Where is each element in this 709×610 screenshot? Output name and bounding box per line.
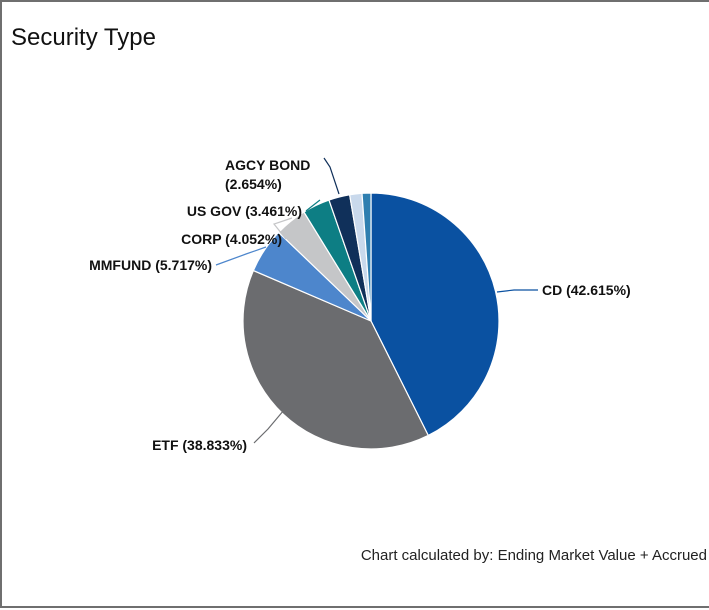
pie-leader-lines	[215, 157, 538, 444]
leader-line-agcy-bond	[323, 157, 340, 195]
leader-line-cd	[496, 289, 538, 293]
pie-slice-other-7	[361, 192, 372, 322]
slice-label-us-gov: US GOV (3.461%)	[187, 203, 302, 219]
slice-label-agcy-bond: AGCY BOND (2.654%)	[225, 157, 310, 192]
leader-line-us-gov	[305, 199, 321, 212]
slice-label-etf: ETF (38.833%)	[152, 437, 247, 453]
leader-line-etf	[253, 409, 285, 444]
leader-line-mmfund	[215, 246, 267, 266]
pie-slice-etf	[242, 269, 430, 450]
slice-label-cd: CD (42.615%)	[542, 282, 631, 298]
pie-slice-cd	[370, 192, 500, 437]
leader-line-corp	[272, 217, 293, 240]
chart-footnote: Chart calculated by: Ending Market Value…	[360, 547, 707, 564]
panel-title: Security Type	[11, 24, 156, 51]
pie-labels: CD (42.615%) ETF (38.833%) MMFUND (5.717%)…	[89, 157, 631, 453]
slice-label-mmfund: MMFUND (5.717%)	[89, 257, 212, 273]
pie-slices	[242, 192, 500, 450]
slice-label-corp: CORP (4.052%)	[181, 231, 282, 247]
